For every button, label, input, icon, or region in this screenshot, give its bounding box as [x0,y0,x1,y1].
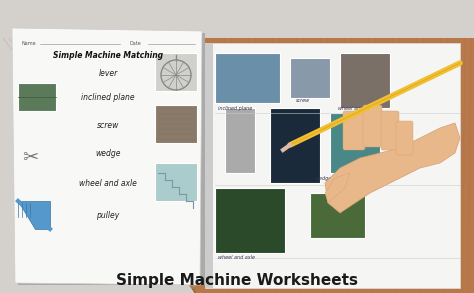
FancyBboxPatch shape [330,113,380,173]
Text: pulley: pulley [96,210,119,219]
FancyBboxPatch shape [396,121,413,155]
FancyBboxPatch shape [205,43,213,288]
Text: inclined plane: inclined plane [81,93,135,101]
Text: Name: Name [22,41,36,46]
Text: lever: lever [99,69,118,78]
Text: wheel and axle: wheel and axle [338,106,375,111]
Polygon shape [325,173,350,203]
Polygon shape [12,28,202,285]
Polygon shape [18,33,205,285]
Text: Simple Machine Worksheets: Simple Machine Worksheets [116,272,358,287]
Polygon shape [325,123,460,213]
FancyBboxPatch shape [270,108,320,183]
Polygon shape [195,38,474,293]
Text: Date: Date [130,41,142,46]
FancyBboxPatch shape [155,53,197,91]
Text: screw: screw [97,120,119,130]
Text: wheel and axle: wheel and axle [79,178,137,188]
Polygon shape [205,43,460,288]
FancyBboxPatch shape [155,105,197,143]
FancyBboxPatch shape [310,193,365,238]
FancyBboxPatch shape [363,105,382,147]
FancyBboxPatch shape [343,111,365,150]
FancyBboxPatch shape [340,53,390,108]
Polygon shape [18,201,50,229]
Text: screw: screw [296,98,310,103]
Text: wedge: wedge [316,176,332,181]
FancyBboxPatch shape [225,108,255,173]
FancyBboxPatch shape [215,53,280,103]
FancyBboxPatch shape [215,188,285,253]
FancyBboxPatch shape [381,111,399,150]
Text: Simple Machine Matching: Simple Machine Matching [53,50,163,59]
FancyBboxPatch shape [18,83,56,111]
Text: wedge: wedge [95,149,121,158]
FancyBboxPatch shape [290,58,330,98]
Text: ✂: ✂ [22,147,38,166]
Text: wheel and axle: wheel and axle [218,255,255,260]
Text: inclined plane: inclined plane [218,106,252,111]
FancyBboxPatch shape [155,163,197,201]
